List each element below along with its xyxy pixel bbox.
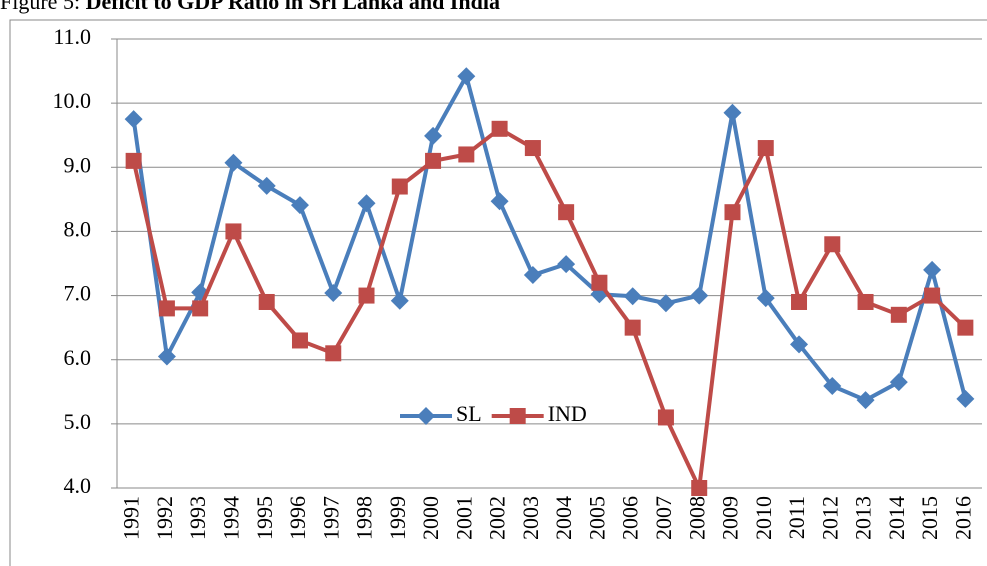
- marker: [124, 110, 143, 129]
- marker: [889, 373, 908, 392]
- marker: [357, 194, 376, 213]
- y-tick-label: 4.0: [64, 473, 92, 498]
- marker: [657, 409, 674, 426]
- x-tick-label: 2004: [551, 496, 576, 540]
- x-tick-label: 2013: [851, 496, 876, 540]
- x-tick-label: 1991: [119, 496, 144, 540]
- y-tick-label: 5.0: [64, 409, 92, 434]
- marker: [690, 286, 709, 305]
- x-tick-label: 1996: [285, 496, 310, 540]
- x-tick-label: 1994: [218, 496, 243, 540]
- marker: [691, 480, 708, 496]
- chart-title: Figure 5: Deficit to GDP Ratio in Sri La…: [0, 0, 500, 14]
- marker: [924, 287, 941, 304]
- marker: [325, 345, 342, 362]
- marker: [757, 140, 774, 157]
- marker: [623, 287, 642, 306]
- marker: [790, 335, 809, 354]
- marker: [417, 407, 435, 425]
- marker: [856, 391, 875, 410]
- title-text: Deficit to GDP Ratio in Sri Lanka and In…: [86, 0, 500, 14]
- marker: [491, 120, 508, 137]
- marker: [524, 140, 541, 157]
- x-tick-label: 2003: [518, 496, 543, 540]
- y-tick-label: 7.0: [64, 281, 92, 306]
- marker: [824, 236, 841, 253]
- marker: [923, 260, 942, 279]
- marker: [490, 192, 509, 211]
- series-line: [131, 126, 967, 496]
- x-tick-label: 2005: [584, 496, 609, 540]
- marker: [125, 152, 142, 169]
- x-tick-label: 1997: [318, 496, 343, 540]
- marker: [192, 300, 209, 317]
- y-tick-label: 6.0: [64, 345, 92, 370]
- x-tick-label: 2002: [485, 496, 510, 540]
- chart-frame: [9, 19, 987, 566]
- y-tick-label: 9.0: [64, 152, 92, 177]
- marker: [258, 293, 275, 310]
- x-tick-label: 2011: [784, 496, 809, 539]
- x-tick-label: 2009: [718, 496, 743, 540]
- title-prefix: Figure 5:: [0, 0, 80, 14]
- x-tick-label: 1998: [352, 496, 377, 540]
- legend-label: SL: [456, 401, 482, 426]
- marker: [424, 126, 443, 145]
- marker: [723, 103, 742, 122]
- marker: [290, 196, 309, 215]
- marker: [756, 289, 775, 308]
- x-tick-label: 2001: [451, 496, 476, 540]
- marker: [224, 153, 243, 172]
- marker: [656, 294, 675, 313]
- x-tick-label: 1995: [252, 496, 277, 540]
- x-tick-label: 2008: [684, 496, 709, 540]
- x-tick-label: 2006: [618, 496, 643, 540]
- marker: [158, 300, 175, 317]
- x-tick-label: 2007: [651, 496, 676, 540]
- x-tick-label: 2012: [817, 496, 842, 540]
- marker: [523, 266, 542, 285]
- marker: [509, 408, 526, 424]
- y-tick-label: 10.0: [53, 88, 92, 113]
- marker: [724, 204, 741, 221]
- x-tick-label: 2010: [751, 496, 776, 540]
- legend-label: IND: [548, 401, 587, 426]
- x-tick-label: 2000: [418, 496, 443, 540]
- marker: [624, 319, 641, 336]
- marker: [557, 255, 576, 274]
- marker: [857, 293, 874, 310]
- marker: [956, 389, 975, 408]
- x-tick-label: 1993: [185, 496, 210, 540]
- marker: [257, 176, 276, 195]
- marker: [425, 152, 442, 169]
- marker: [558, 204, 575, 221]
- marker: [391, 178, 408, 195]
- x-tick-label: 2015: [917, 496, 942, 540]
- marker: [591, 274, 608, 291]
- y-tick-label: 8.0: [64, 216, 92, 241]
- x-tick-label: 1992: [152, 496, 177, 540]
- marker: [890, 306, 907, 323]
- marker: [157, 347, 176, 366]
- marker: [225, 223, 242, 240]
- marker: [957, 319, 974, 336]
- marker: [390, 291, 409, 310]
- marker: [458, 146, 475, 163]
- marker: [823, 377, 842, 396]
- x-tick-label: 2016: [950, 496, 975, 540]
- marker: [291, 332, 308, 349]
- series-line: [131, 70, 968, 403]
- marker: [457, 67, 476, 86]
- x-tick-label: 1999: [385, 496, 410, 540]
- marker: [791, 293, 808, 310]
- marker: [358, 287, 375, 304]
- marker: [324, 284, 343, 303]
- x-tick-label: 2014: [884, 496, 909, 540]
- y-tick-label: 11.0: [53, 24, 91, 49]
